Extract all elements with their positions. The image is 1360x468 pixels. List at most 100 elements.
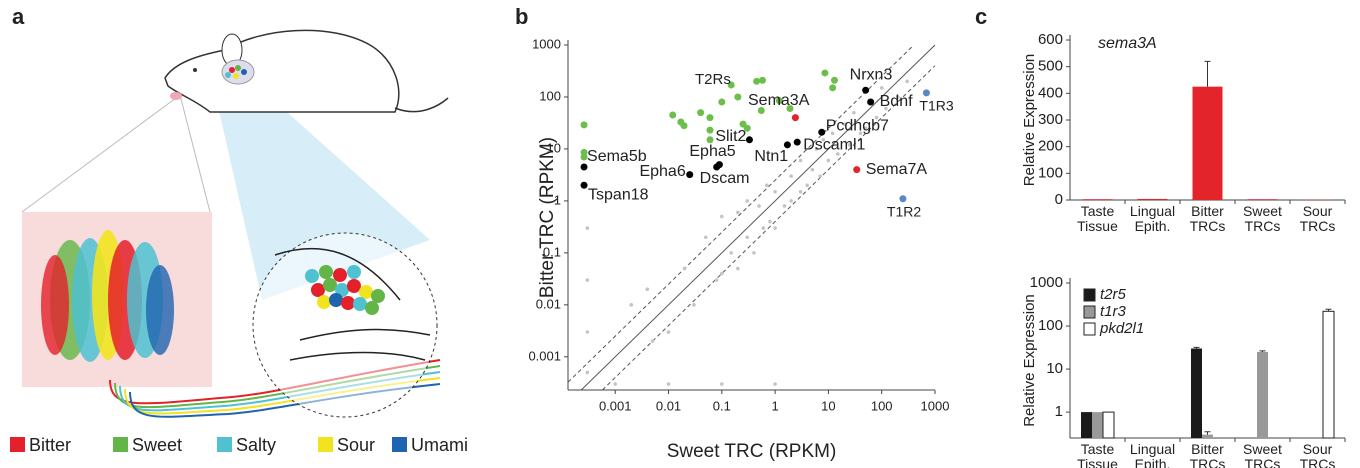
x-tick-label: Lingual Epith.: [1130, 203, 1175, 234]
bar: [1192, 86, 1223, 200]
point: [847, 143, 852, 147]
gene-label: T1R2: [887, 203, 921, 219]
point: [874, 115, 879, 120]
x-tick-label: Sour TRCs: [1300, 203, 1336, 234]
y-axis-label: Bitter TRC (RPKM): [537, 137, 558, 298]
y-tick-label: 1000: [1030, 274, 1063, 291]
gene-point: [580, 181, 588, 189]
y-axis-label: Relative Expression: [1021, 54, 1038, 187]
gene-label: Sema7A: [866, 161, 928, 178]
x-tick-label: 0.1: [713, 398, 731, 413]
gene-point: [818, 128, 826, 136]
point: [852, 110, 856, 115]
x-tick-label: Taste Tissue: [1077, 203, 1118, 234]
y-tick-label: 100: [1038, 164, 1063, 181]
bar: [1081, 412, 1092, 438]
legend-swatch: [1083, 322, 1096, 336]
bar: [1082, 199, 1113, 200]
bar: [1137, 198, 1168, 200]
tongue-region: [221, 59, 255, 85]
zoom-circle: [252, 232, 438, 418]
point: [718, 98, 726, 106]
legend-swatch: [1083, 288, 1096, 302]
gene-point: [899, 195, 907, 203]
legend-label: Sweet: [132, 435, 182, 455]
panel-label: b: [515, 4, 528, 29]
bar: [1247, 199, 1278, 200]
x-tick-label: 0.01: [656, 398, 681, 413]
gene-label: Slit2: [715, 128, 746, 145]
point: [629, 303, 634, 307]
y-tick-label: 1: [1055, 403, 1063, 420]
taste-bud: [41, 230, 174, 362]
point: [818, 174, 822, 178]
point: [669, 111, 677, 119]
point: [773, 382, 777, 386]
legend-label: t1r3: [1100, 303, 1127, 320]
y-tick-label: 100: [539, 88, 561, 103]
series-label: T2Rs: [695, 71, 731, 88]
y-tick-label: 400: [1038, 84, 1063, 101]
x-tick-label: 0.001: [599, 398, 632, 413]
point: [858, 131, 863, 136]
point: [761, 226, 766, 230]
error-bar: [1259, 350, 1266, 352]
gene-point: [793, 138, 801, 146]
gene-label: Nrxn3: [850, 66, 893, 83]
x-tick-label: Bitter TRCs: [1190, 203, 1226, 234]
point: [645, 287, 650, 292]
y-tick-label: 600: [1038, 31, 1063, 48]
point: [759, 76, 767, 84]
y-tick-label: 100: [1038, 317, 1063, 334]
point: [703, 235, 708, 240]
point: [863, 126, 868, 131]
x-tick-label: Lingual Epith.: [1130, 441, 1175, 468]
point: [765, 183, 769, 188]
legend-label: pkd2l1: [1099, 320, 1144, 337]
x-tick-label: 10: [821, 398, 835, 413]
point: [585, 278, 590, 282]
point: [879, 86, 884, 90]
point: [613, 382, 618, 386]
y-tick-label: 1: [554, 192, 561, 207]
gene-point: [713, 163, 721, 171]
point: [729, 251, 734, 255]
point: [580, 121, 588, 129]
point: [757, 106, 765, 114]
gene-point: [791, 114, 799, 122]
gene-label: Ntn1: [754, 148, 788, 165]
gene-point: [745, 136, 753, 144]
gene-label: Dscam: [700, 170, 750, 187]
legend-label: Salty: [236, 435, 276, 455]
point: [798, 158, 803, 163]
y-tick-label: 200: [1038, 138, 1063, 155]
point: [720, 214, 724, 219]
x-tick-label: 1: [771, 398, 778, 413]
error-bar: [1204, 431, 1211, 435]
point: [789, 174, 793, 178]
y-tick-label: 1000: [532, 36, 561, 51]
point: [682, 266, 687, 271]
point: [775, 97, 783, 105]
error-bar: [1193, 346, 1200, 349]
error-bar: [1325, 308, 1332, 312]
gene-label: Epha5: [689, 143, 735, 160]
mouse-tail: [394, 97, 449, 113]
y-tick-label: 0.001: [528, 348, 561, 363]
point: [752, 251, 756, 255]
gene-label: Bdnf: [880, 93, 913, 110]
legend-label: Sour: [337, 435, 375, 455]
point: [727, 81, 735, 89]
point: [835, 152, 840, 156]
gene-point: [862, 86, 870, 94]
x-tick-label: Taste Tissue: [1077, 441, 1118, 468]
x-tick-label: 100: [871, 398, 893, 413]
legend-swatch: [392, 437, 407, 452]
point: [720, 271, 724, 276]
bar: [1191, 348, 1202, 438]
legend-swatch: [113, 437, 128, 452]
point: [753, 77, 761, 85]
zoom-line: [21, 94, 181, 213]
